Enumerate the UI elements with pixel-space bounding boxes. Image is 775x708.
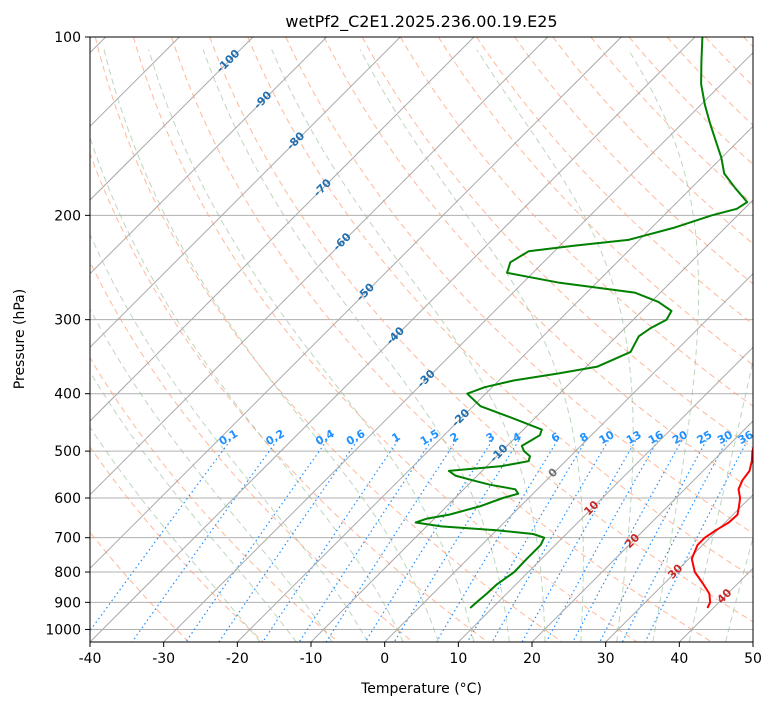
chart-title: wetPf2_C2E1.2025.236.00.19.E25 — [285, 12, 557, 32]
isotherms — [90, 37, 753, 642]
moist-adiabat-line — [90, 370, 297, 642]
pressure-gridlines — [90, 37, 753, 630]
moist-adiabat-line — [688, 358, 753, 642]
dry-adiabat-line — [514, 37, 753, 285]
y-tick-label: 600 — [54, 491, 81, 507]
isotherm-line — [605, 493, 753, 642]
mixing-ratio-label: 36 — [736, 428, 756, 447]
y-tick-label: 800 — [54, 565, 81, 581]
dry-adiabat-line — [476, 37, 753, 325]
x-tick-label: 0 — [380, 651, 389, 667]
sounding-traces — [414, 37, 753, 609]
isotherm-line — [531, 420, 753, 642]
isotherm-line — [90, 37, 328, 275]
dry-adiabat-line — [247, 37, 753, 578]
isotherm-line — [163, 51, 753, 642]
dry-adiabat-line — [323, 37, 753, 491]
x-tick-label: -40 — [79, 651, 102, 667]
isotherm-line — [90, 37, 401, 349]
mixing-ratio-line — [599, 440, 707, 642]
mixing-ratio-line — [262, 440, 399, 642]
x-tick-label: 30 — [597, 651, 615, 667]
isotherm-line — [90, 37, 549, 496]
dry-adiabat-line — [285, 37, 753, 535]
mixing-ratio-lines — [90, 440, 748, 642]
x-tick-label: 20 — [523, 651, 541, 667]
isotherm-line — [236, 125, 753, 642]
moist-adiabat-line — [725, 536, 753, 642]
isotherm-line — [384, 272, 753, 642]
moist-adiabat-line — [271, 49, 546, 642]
dry-adiabat-line — [209, 37, 753, 623]
y-tick-label: 400 — [54, 387, 81, 403]
x-tick-label: 10 — [449, 651, 467, 667]
y-tick-label: 300 — [54, 313, 81, 329]
y-axis-label: Pressure (hPa) — [12, 289, 28, 389]
isotherm-line — [90, 37, 622, 570]
mixing-ratio-line — [466, 440, 587, 642]
x-tick-label: -30 — [152, 651, 175, 667]
y-tick-label: 1000 — [45, 622, 81, 638]
mixing-ratio-line — [364, 440, 493, 642]
isotherm-line — [90, 37, 254, 201]
axes: -40 -30 -20 -10 0 10 20 30 40 50 100 200 300 400 500 60… — [45, 30, 762, 667]
isotherm-line — [90, 37, 696, 642]
moist-adiabat-line — [90, 233, 369, 642]
moist-adiabat-line — [90, 308, 333, 642]
y-tick-label: 500 — [54, 444, 81, 460]
moist-adiabat-line — [202, 49, 510, 642]
isotherm-line — [457, 346, 753, 642]
mixing-ratio-line — [644, 440, 748, 642]
y-tick-label: 900 — [54, 595, 81, 611]
y-tick-label: 100 — [54, 30, 81, 46]
moist-adiabat-line — [627, 49, 700, 642]
y-tick-label: 700 — [54, 531, 81, 547]
isotherm-line — [90, 37, 475, 422]
mixing-ratio-line — [621, 440, 728, 642]
y-tick-label: 200 — [54, 208, 81, 224]
dry-adiabat-line — [90, 152, 488, 642]
mixing-ratio-line — [298, 440, 432, 642]
isotherm-line — [310, 199, 753, 642]
x-tick-label: -10 — [300, 651, 323, 667]
dewpoint-trace — [414, 37, 749, 609]
dry-adiabat-line — [90, 356, 339, 642]
plot-frame — [89, 36, 754, 643]
x-tick-label: 50 — [744, 651, 762, 667]
dry-adiabat-line — [132, 37, 638, 642]
x-tick-label: -20 — [226, 651, 249, 667]
moist-adiabat-line — [148, 49, 475, 642]
x-tick-label: 40 — [670, 651, 688, 667]
mixing-ratio-line — [90, 440, 231, 632]
moist-adiabat-line — [90, 426, 261, 642]
mixing-ratio-line — [435, 440, 558, 642]
dry-adiabat-line — [437, 37, 753, 366]
x-axis-label: Temperature (°C) — [360, 681, 482, 697]
moist-adiabat-line — [103, 49, 439, 642]
dry-adiabat-line — [90, 446, 264, 642]
mixing-ratio-line — [521, 440, 637, 642]
moist-adiabat-line — [90, 135, 404, 642]
temperature-trace — [690, 445, 753, 609]
dry-adiabat-line — [94, 37, 563, 642]
mixing-ratio-line — [185, 440, 328, 642]
